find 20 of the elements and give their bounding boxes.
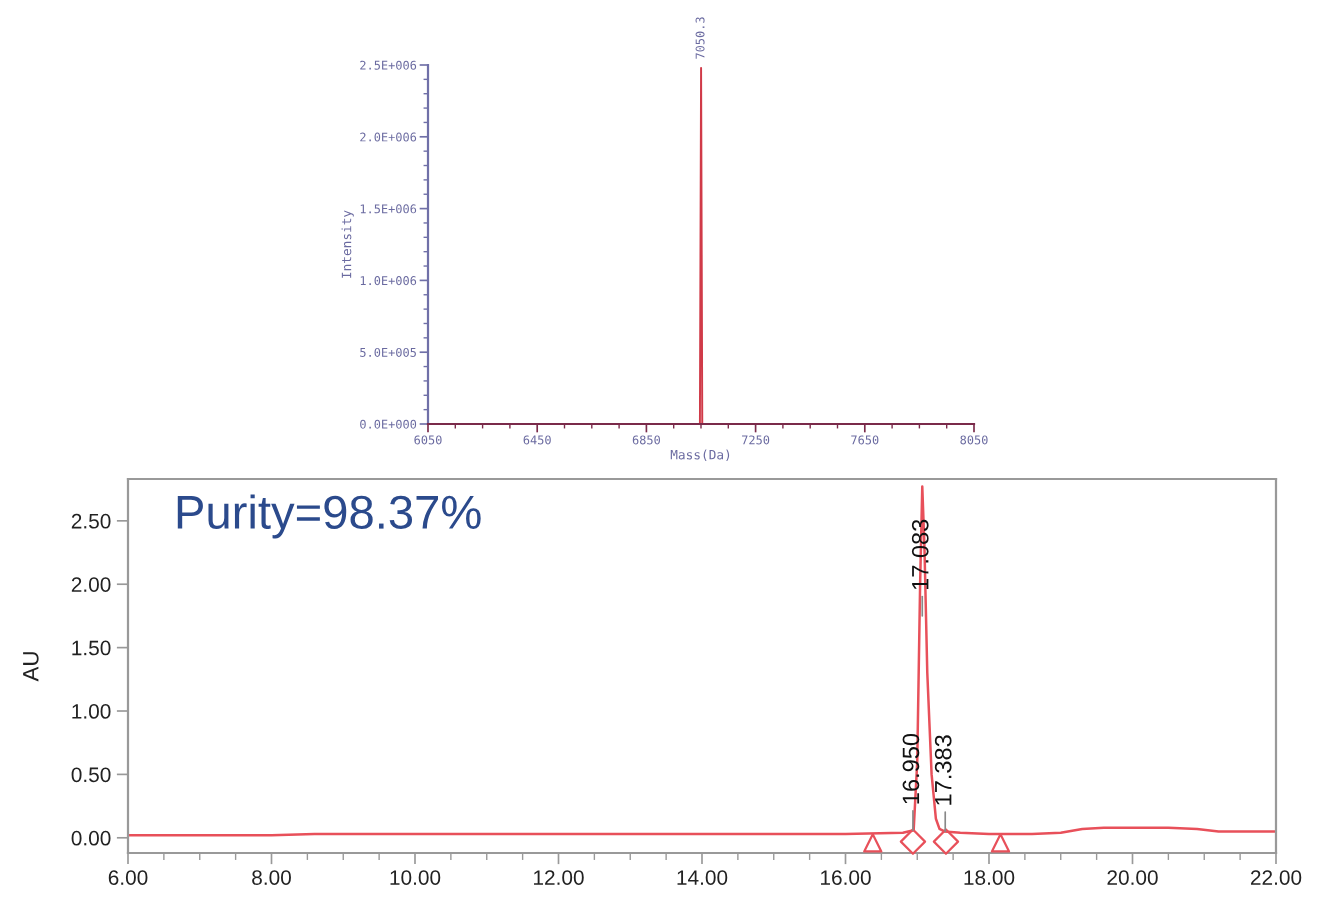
x-tick-label: 14.00 [677, 870, 728, 885]
x-tick-label: 12.00 [534, 870, 584, 885]
annotation: 16.950 [902, 733, 920, 804]
x-tick-label: 6.00 [108, 870, 148, 885]
y-tick-label: 0.00 [71, 830, 111, 846]
annotation: 17.383 [934, 735, 952, 805]
x-tick-label: 8.00 [252, 870, 291, 885]
x-tick-label: 22.00 [1250, 870, 1302, 885]
y-tick-label: 2.00 [71, 577, 111, 592]
x-tick-label: 18.00 [964, 870, 1015, 885]
x-tick-label: 16.00 [821, 870, 871, 885]
y-tick-label: 1.50 [72, 640, 111, 656]
x-tick-label: 10.00 [390, 870, 441, 885]
y-axis-title: AU [23, 652, 39, 682]
y-tick-label: 2.50 [71, 513, 111, 529]
annotation: 17.083 [911, 519, 929, 590]
x-tick-label: 20.00 [1107, 870, 1158, 885]
annotation: Purity=98.37% [177, 494, 481, 539]
y-tick-label: 1.00 [72, 704, 111, 719]
y-tick-label: 0.50 [71, 767, 111, 783]
